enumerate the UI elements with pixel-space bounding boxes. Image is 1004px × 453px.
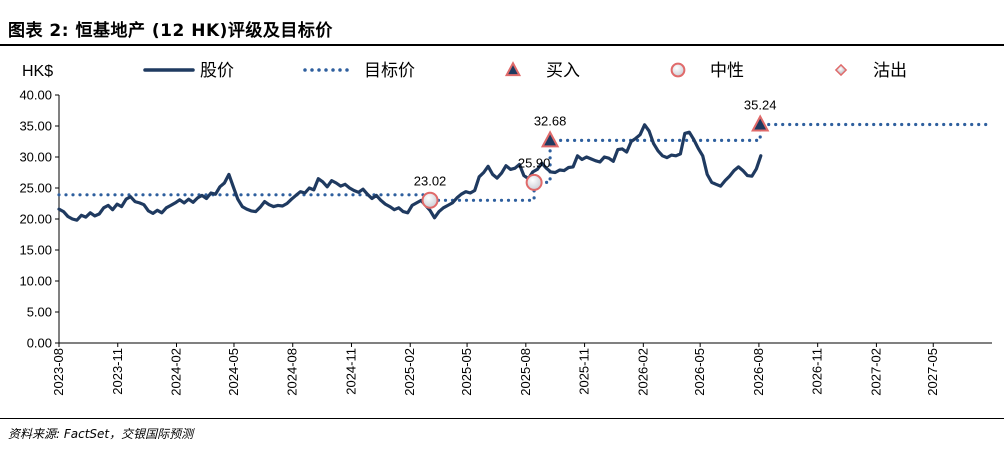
y-tick-label: 25.00 — [19, 181, 52, 196]
legend-label: 目标价 — [364, 61, 415, 81]
x-axis-ticks: 2023-08 2023-11 2024-02 2024-05 2024-08 2024-… — [51, 343, 940, 396]
price-target-chart: HK$ 股价 目标价 买入 中性 沽出 0.00 5.00 10.00 15.00 20.00 2… — [19, 61, 994, 396]
x-tick-label: 2023-11 — [110, 348, 125, 395]
x-tick-label: 2026-05 — [692, 348, 707, 396]
y-tick-label: 0.00 — [27, 336, 52, 351]
y-tick-label: 10.00 — [19, 274, 52, 289]
x-tick-label: 2027-05 — [925, 348, 940, 396]
source-note: 资料来源: FactSet，交银国际预测 — [8, 427, 194, 441]
buy-triangle-marker — [751, 114, 770, 132]
sell-diamond-marker — [834, 63, 848, 77]
marker-value-label: 25.90 — [518, 155, 551, 170]
x-tick-label: 2025-08 — [518, 348, 533, 396]
legend: 股价 目标价 买入 中性 沽出 — [143, 61, 907, 81]
y-tick-label: 30.00 — [19, 150, 52, 165]
legend-label: 买入 — [546, 61, 580, 81]
series-layer — [57, 122, 994, 222]
y-tick-label: 20.00 — [19, 212, 52, 227]
marker-value-label: 35.24 — [744, 98, 777, 113]
title-divider — [0, 44, 1004, 46]
neutral-circle-marker — [525, 173, 543, 191]
marker-value-label: 23.02 — [414, 173, 447, 188]
x-tick-label: 2025-05 — [459, 348, 474, 396]
y-tick-label: 15.00 — [19, 243, 52, 258]
x-tick-label: 2024-05 — [226, 348, 241, 396]
x-tick-label: 2025-02 — [402, 348, 417, 396]
footer-divider — [0, 418, 1004, 419]
y-tick-label: 40.00 — [19, 88, 52, 103]
neutral-circle-marker — [421, 191, 439, 209]
axes — [58, 95, 992, 344]
x-tick-label: 2023-08 — [51, 348, 66, 396]
buy-triangle-marker — [540, 130, 560, 148]
x-tick-label: 2024-02 — [169, 348, 184, 396]
x-tick-label: 2024-08 — [285, 348, 300, 396]
figure-title: 图表 2: 恒基地产 (12 HK)评级及目标价 — [8, 21, 333, 41]
y-axis-unit-label: HK$ — [22, 63, 53, 80]
y-tick-label: 5.00 — [27, 305, 52, 320]
legend-label: 沽出 — [873, 61, 907, 81]
x-tick-label: 2027-02 — [868, 348, 883, 396]
legend-label: 中性 — [710, 61, 744, 81]
share-price-line — [57, 123, 763, 222]
x-tick-label: 2026-11 — [810, 348, 825, 395]
x-tick-label: 2026-08 — [751, 348, 766, 396]
legend-label: 股价 — [200, 61, 234, 81]
buy-triangle-marker — [504, 61, 522, 77]
x-tick-label: 2024-11 — [343, 348, 358, 395]
rating-markers: 23.02 25.90 32.68 35.24 — [414, 98, 777, 209]
marker-value-label: 32.68 — [534, 113, 567, 128]
neutral-circle-marker — [670, 62, 686, 78]
y-axis-ticks: 0.00 5.00 10.00 15.00 20.00 25.00 30.00 35.00 40… — [19, 88, 59, 351]
x-tick-label: 2026-02 — [635, 348, 650, 396]
x-tick-label: 2025-11 — [577, 348, 592, 395]
y-tick-label: 35.00 — [19, 119, 52, 134]
